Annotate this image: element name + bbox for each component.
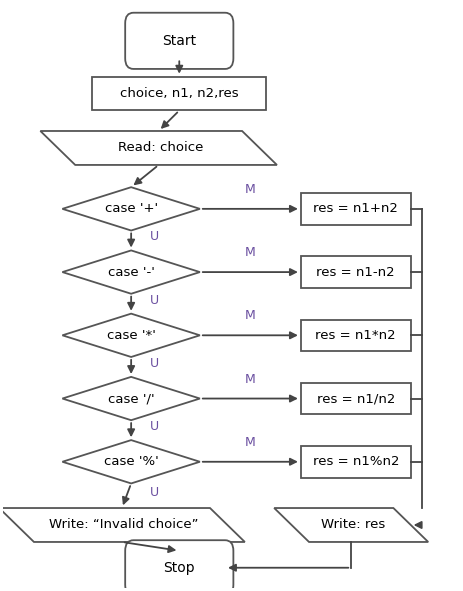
Text: U: U <box>149 420 158 433</box>
Text: Read: choice: Read: choice <box>118 141 203 154</box>
Text: U: U <box>149 230 158 243</box>
Polygon shape <box>62 187 200 230</box>
Text: M: M <box>244 310 255 323</box>
Polygon shape <box>0 508 244 542</box>
Text: M: M <box>244 183 255 196</box>
Polygon shape <box>40 131 276 165</box>
Text: choice, n1, n2,res: choice, n1, n2,res <box>120 87 238 100</box>
Bar <box>300 446 410 478</box>
Polygon shape <box>62 251 200 294</box>
Text: Write: “Invalid choice”: Write: “Invalid choice” <box>49 518 198 531</box>
Polygon shape <box>274 508 427 542</box>
Text: res = n1+n2: res = n1+n2 <box>313 202 397 215</box>
Text: case '%': case '%' <box>104 455 158 468</box>
Bar <box>300 320 410 351</box>
Bar <box>300 383 410 414</box>
Polygon shape <box>62 377 200 420</box>
Text: M: M <box>244 373 255 386</box>
Polygon shape <box>62 440 200 483</box>
Polygon shape <box>62 314 200 357</box>
FancyBboxPatch shape <box>125 13 233 69</box>
Text: case '*': case '*' <box>106 329 155 342</box>
Text: U: U <box>149 294 158 307</box>
Text: case '-': case '-' <box>107 265 154 278</box>
Text: Stop: Stop <box>163 561 194 574</box>
Text: res = n1/n2: res = n1/n2 <box>316 392 394 405</box>
Text: case '/': case '/' <box>107 392 154 405</box>
Text: Write: res: Write: res <box>320 518 384 531</box>
FancyBboxPatch shape <box>125 540 233 591</box>
Text: Start: Start <box>162 34 196 48</box>
Bar <box>92 77 266 111</box>
Text: U: U <box>149 357 158 370</box>
Text: U: U <box>149 486 158 499</box>
Text: M: M <box>244 436 255 449</box>
Text: case '+': case '+' <box>104 202 157 215</box>
Bar <box>300 256 410 288</box>
Text: res = n1*n2: res = n1*n2 <box>315 329 395 342</box>
Text: M: M <box>244 246 255 259</box>
Text: res = n1-n2: res = n1-n2 <box>316 265 394 278</box>
Text: res = n1%n2: res = n1%n2 <box>312 455 398 468</box>
Bar <box>300 193 410 225</box>
